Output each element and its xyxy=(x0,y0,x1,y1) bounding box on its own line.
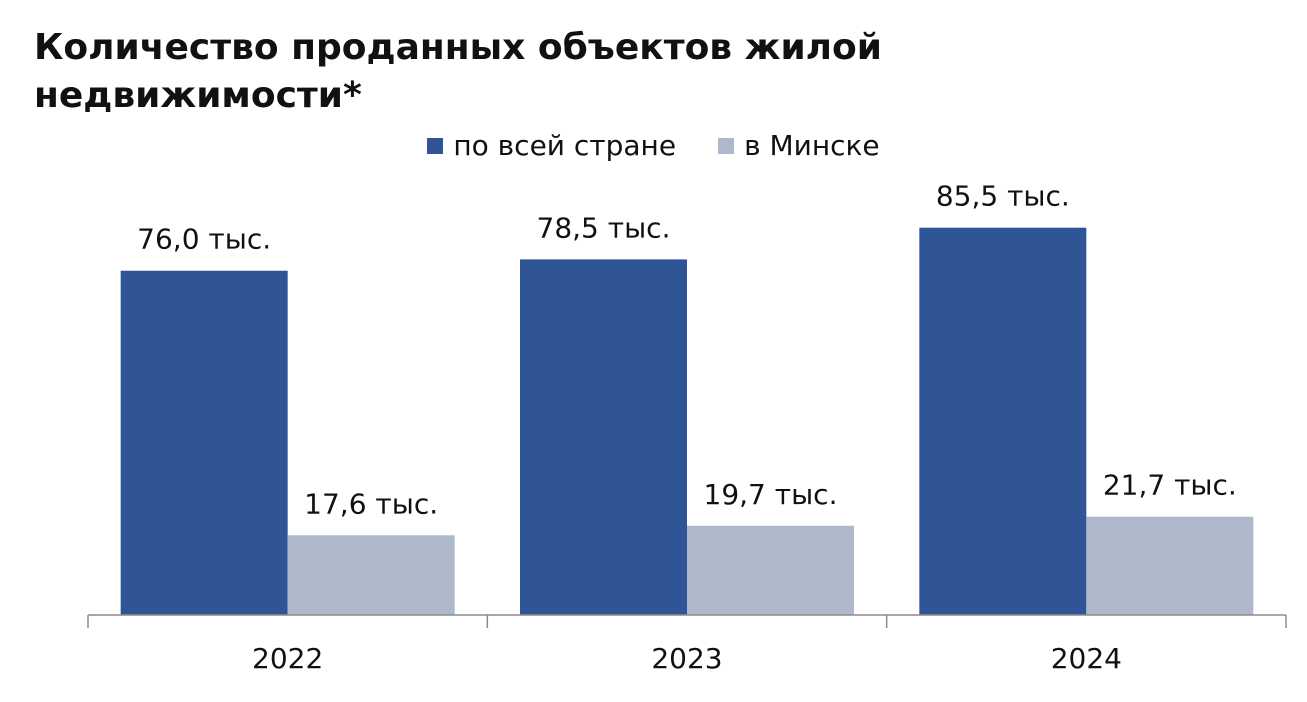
data-label: 17,6 тыс. xyxy=(304,487,438,520)
x-tick-label: 2024 xyxy=(1051,642,1122,675)
bar xyxy=(520,259,687,615)
data-label: 78,5 тыс. xyxy=(537,211,671,244)
bar xyxy=(120,270,288,615)
data-label: 85,5 тыс. xyxy=(936,180,1070,213)
legend-label-minsk: в Минске xyxy=(744,129,880,162)
bar xyxy=(1086,516,1254,615)
x-tick-label: 2022 xyxy=(252,642,323,675)
chart-legend: по всей стране в Минске xyxy=(0,128,1307,164)
x-tick-label: 2023 xyxy=(651,642,722,675)
bar xyxy=(687,525,854,615)
data-label: 76,0 тыс. xyxy=(137,223,271,256)
bar xyxy=(919,227,1087,615)
legend-swatch-country xyxy=(427,138,444,154)
data-label: 21,7 тыс. xyxy=(1103,469,1237,502)
bar xyxy=(287,535,455,615)
legend-swatch-minsk xyxy=(718,138,735,154)
data-label: 19,7 тыс. xyxy=(704,478,838,511)
legend-item-minsk: в Минске xyxy=(718,128,880,164)
chart-title: Количество проданных объектов жилой недв… xyxy=(34,27,882,116)
legend-item-country: по всей стране xyxy=(427,128,676,164)
legend-label-country: по всей стране xyxy=(453,129,677,162)
